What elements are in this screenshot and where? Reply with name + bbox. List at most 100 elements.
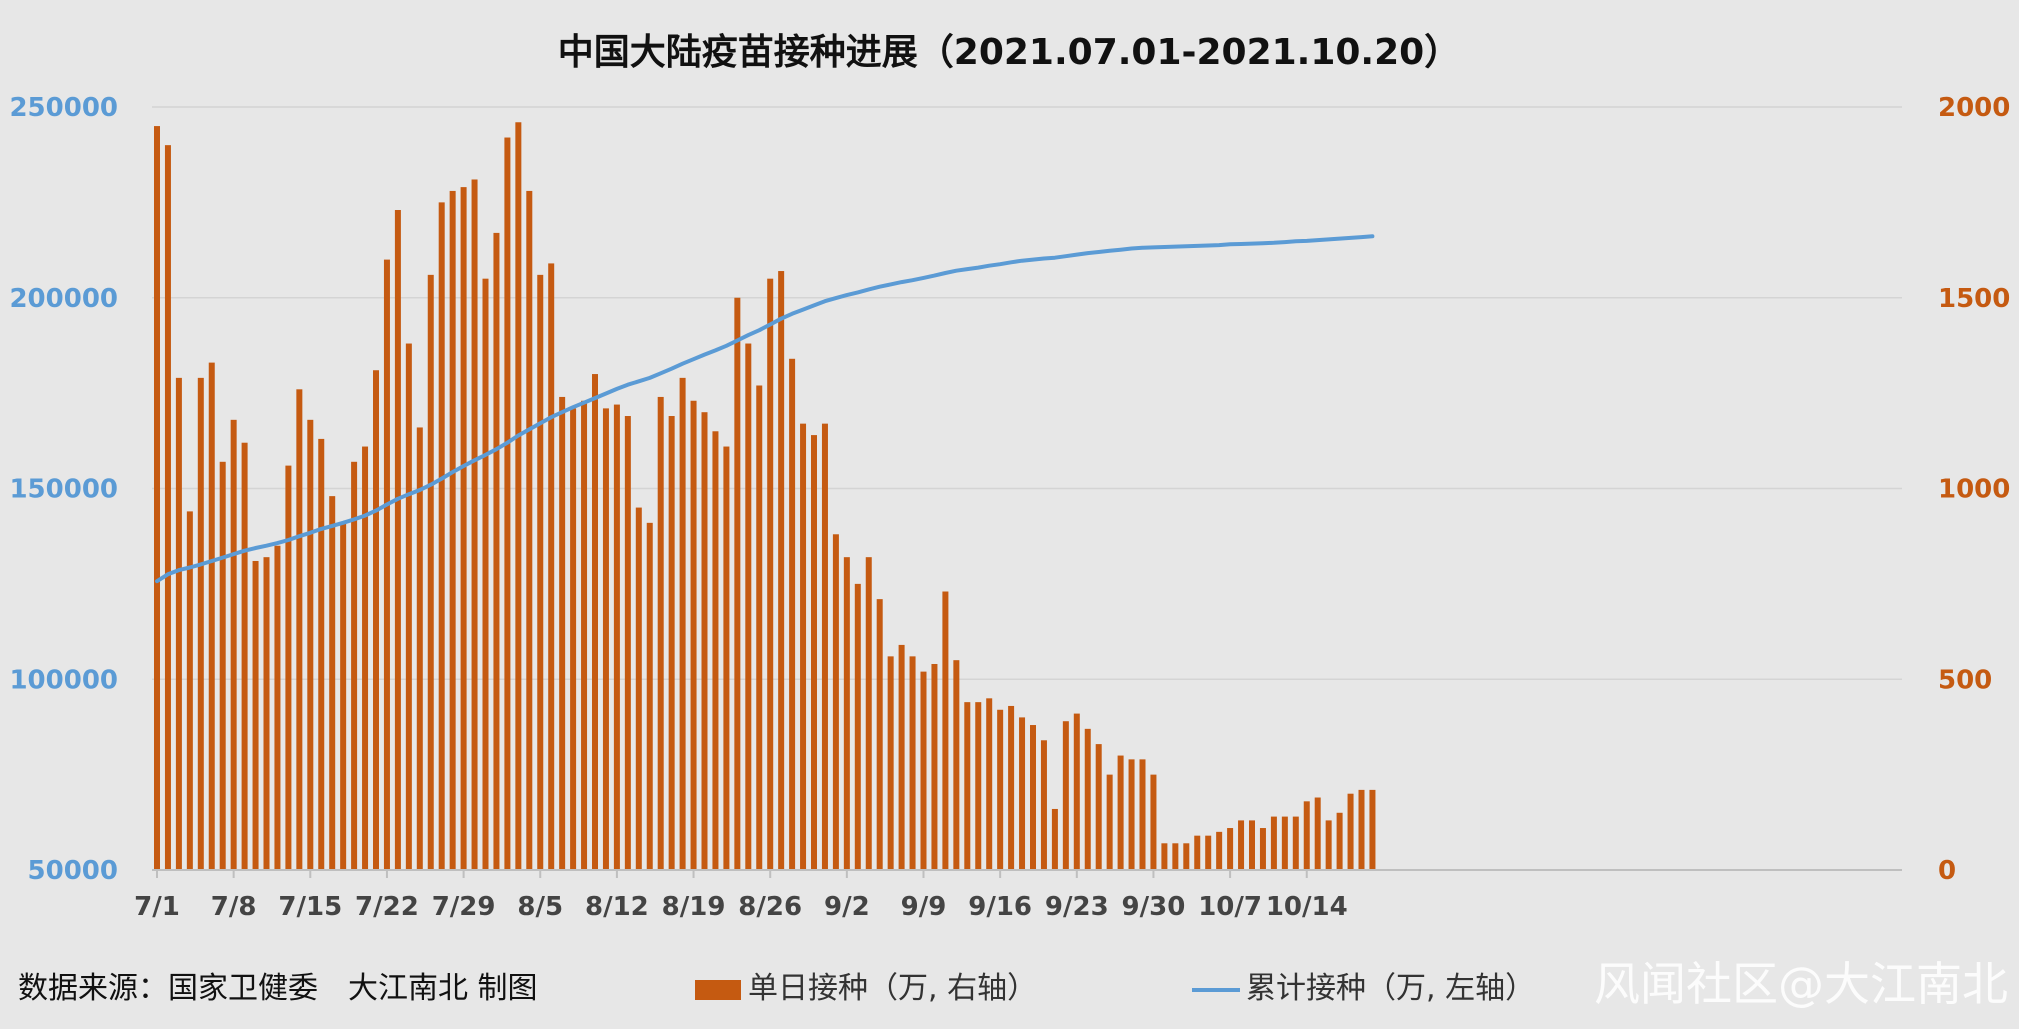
bar-10/14 [1303,801,1310,870]
x-tick-label: 9/2 [824,892,870,922]
bar-7/28 [449,190,456,870]
bar-9/27 [1117,755,1124,870]
bar-8/5 [537,274,544,870]
bar-9/15 [986,698,993,870]
bar-9/7 [898,644,905,870]
cumulative-line-group [155,234,1375,584]
bar-8/20 [701,412,708,870]
right-axis-ticks: 0 500 1000 1500 2000 [1938,93,2010,886]
left-tick-label: 150000 [9,475,118,505]
legend-bar-label: 单日接种（万, 右轴） [748,971,1037,1006]
bar-8/4 [526,190,533,870]
legend-line-label: 累计接种（万, 左轴） [1246,971,1535,1006]
left-tick-label: 250000 [9,93,118,123]
bar-9/26 [1106,774,1113,870]
bar-8/2 [504,137,511,870]
bar-7/1 [154,126,160,870]
bar-7/16 [318,438,325,870]
bar-9/29 [1139,759,1146,870]
x-axis-ticks: 7/1 7/8 7/15 7/22 7/29 8/5 8/12 8/19 8/26 9/2 9/9 9… [134,870,1348,922]
bar-8/28 [789,358,796,870]
bar-9/9 [920,671,927,870]
data-source-note: 数据来源：国家卫健委 大江南北 制图 [18,971,538,1006]
x-tick-label: 8/12 [585,892,649,922]
bar-7/5 [197,377,204,870]
bar-7/19 [351,461,358,870]
bar-8/11 [602,408,609,870]
bar-9/22 [1062,721,1069,870]
bar-10/2 [1172,843,1179,870]
bar-10/16 [1325,820,1332,870]
bar-8/1 [493,232,500,870]
right-tick-label: 0 [1938,856,1956,886]
watermark: 风闻社区@大江南北 [1594,957,2008,1011]
bar-9/30 [1150,774,1157,870]
bar-7/13 [285,465,292,870]
bar-9/3 [854,583,861,870]
bar-9/17 [1008,705,1015,870]
bar-7/3 [175,377,182,870]
bar-9/13 [964,702,971,870]
x-tick-label: 7/1 [134,892,180,922]
bar-8/19 [690,400,697,870]
bar-7/8 [230,419,237,870]
right-tick-label: 2000 [1938,93,2010,123]
bar-10/13 [1292,816,1299,870]
daily-bars [154,122,1376,871]
bar-8/3 [515,122,522,870]
x-tick-label: 7/29 [432,892,496,922]
right-tick-label: 1500 [1938,284,2010,314]
x-tick-label: 9/30 [1122,892,1186,922]
x-tick-label: 7/22 [355,892,419,922]
bar-7/21 [373,370,379,870]
bar-7/6 [208,362,215,870]
bar-9/21 [1051,808,1058,870]
left-tick-label: 50000 [28,856,118,886]
bar-9/8 [909,656,916,870]
bar-8/10 [592,374,598,870]
bar-8/25 [756,385,763,870]
bar-8/23 [734,297,741,870]
bar-8/30 [811,435,817,870]
left-tick-label: 200000 [9,284,118,314]
bar-8/14 [635,507,642,870]
bar-8/22 [723,446,730,870]
bar-7/2 [164,145,171,870]
bar-8/9 [581,400,588,870]
bar-9/5 [876,599,883,870]
bar-8/12 [613,404,620,870]
bar-7/26 [427,274,434,870]
left-axis-ticks: 50000 100000 150000 200000 250000 [9,93,118,886]
bar-7/23 [394,210,401,870]
bar-9/11 [942,591,949,870]
bar-10/20 [1369,789,1376,870]
legend: 单日接种（万, 右轴） 累计接种（万, 左轴） [695,971,1535,1006]
bar-8/6 [548,263,555,870]
bar-8/7 [559,396,566,870]
bar-7/9 [241,442,248,870]
bar-10/3 [1183,843,1190,870]
x-tick-label: 9/9 [901,892,947,922]
bar-10/15 [1314,797,1321,870]
left-tick-label: 100000 [9,665,118,695]
bar-7/29 [460,187,467,871]
bar-8/17 [668,416,675,870]
bar-9/19 [1030,725,1036,870]
bar-10/11 [1270,816,1277,870]
x-tick-label: 8/26 [738,892,802,922]
bar-10/9 [1249,820,1255,870]
bar-7/24 [405,343,412,870]
bar-10/17 [1336,812,1343,870]
bar-8/31 [821,423,828,870]
bar-9/18 [1019,717,1026,870]
bar-7/10 [252,560,259,870]
bar-7/27 [438,202,445,870]
bar-10/1 [1161,843,1168,870]
bar-9/2 [843,557,850,870]
bar-8/13 [624,416,631,870]
bar-8/18 [679,377,686,870]
bar-9/1 [832,534,839,870]
x-tick-label: 10/7 [1198,892,1262,922]
x-tick-label: 10/14 [1266,892,1348,922]
right-tick-label: 500 [1938,665,1992,695]
